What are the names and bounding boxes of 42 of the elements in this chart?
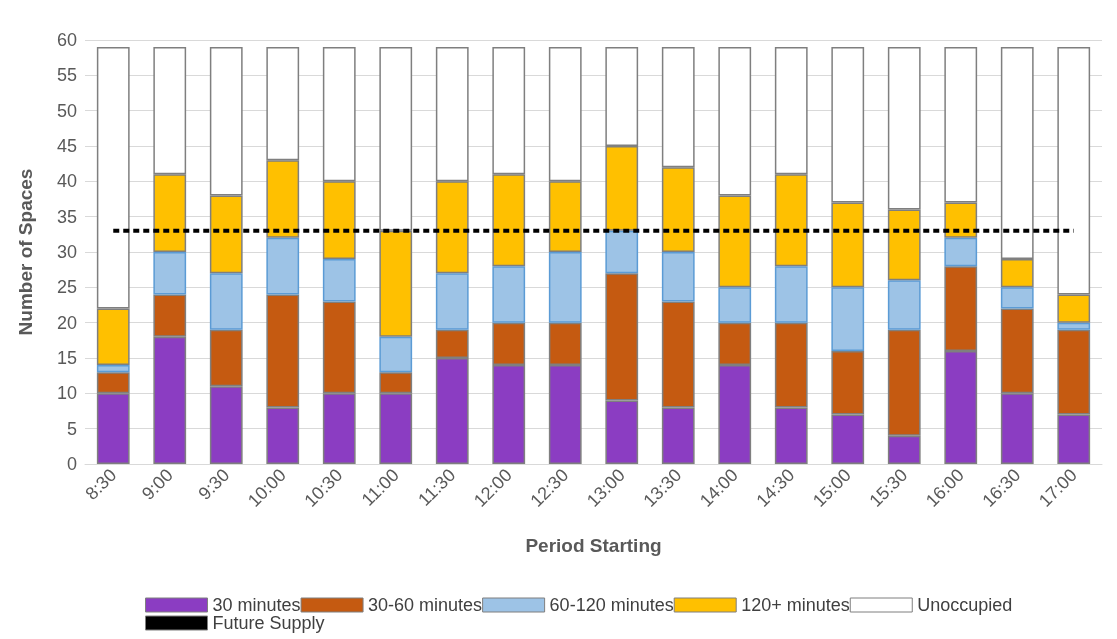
bar bbox=[605, 230, 639, 274]
bar bbox=[1057, 322, 1091, 330]
y-tick-label: 20 bbox=[56, 312, 77, 333]
x-tick-label: 8:30 bbox=[81, 464, 121, 504]
bar bbox=[831, 287, 865, 351]
y-tick-label: 5 bbox=[66, 418, 77, 439]
legend-label: 30 minutes bbox=[212, 595, 301, 615]
bar bbox=[435, 273, 469, 330]
y-tick-label: 50 bbox=[56, 100, 77, 121]
y-tick-label: 60 bbox=[56, 30, 77, 50]
bar bbox=[887, 280, 921, 330]
x-tick-label: 9:30 bbox=[194, 464, 234, 504]
bar bbox=[661, 252, 695, 302]
legend-label: 60-120 minutes bbox=[549, 595, 674, 615]
bar bbox=[944, 237, 978, 267]
bar bbox=[774, 266, 808, 323]
bar bbox=[379, 336, 413, 373]
bar bbox=[209, 273, 243, 330]
bar bbox=[322, 259, 356, 302]
y-tick-label: 25 bbox=[56, 277, 77, 298]
bar bbox=[492, 266, 526, 323]
bar bbox=[1000, 287, 1034, 309]
y-tick-label: 15 bbox=[56, 348, 77, 368]
legend-label: 120+ minutes bbox=[741, 595, 850, 615]
y-tick-label: 30 bbox=[56, 242, 77, 262]
bar bbox=[153, 252, 187, 295]
bar bbox=[718, 287, 752, 323]
y-tick-label: 40 bbox=[56, 171, 77, 192]
bar bbox=[548, 252, 582, 323]
y-tick-label: 10 bbox=[56, 383, 77, 404]
legend-label: Future Supply bbox=[212, 613, 325, 633]
legend-label: Unoccupied bbox=[917, 595, 1013, 615]
y-axis-title: Number of Spaces bbox=[15, 168, 36, 336]
bar bbox=[266, 237, 300, 295]
x-tick-label: 9:00 bbox=[137, 464, 177, 504]
y-tick-label: 0 bbox=[66, 454, 77, 474]
legend-label: 30-60 minutes bbox=[368, 595, 483, 615]
y-tick-label: 45 bbox=[56, 136, 77, 156]
y-tick-label: 35 bbox=[56, 206, 77, 227]
y-tick-label: 55 bbox=[56, 65, 77, 86]
x-axis-title: Period Starting bbox=[525, 535, 662, 556]
bar bbox=[96, 365, 130, 373]
